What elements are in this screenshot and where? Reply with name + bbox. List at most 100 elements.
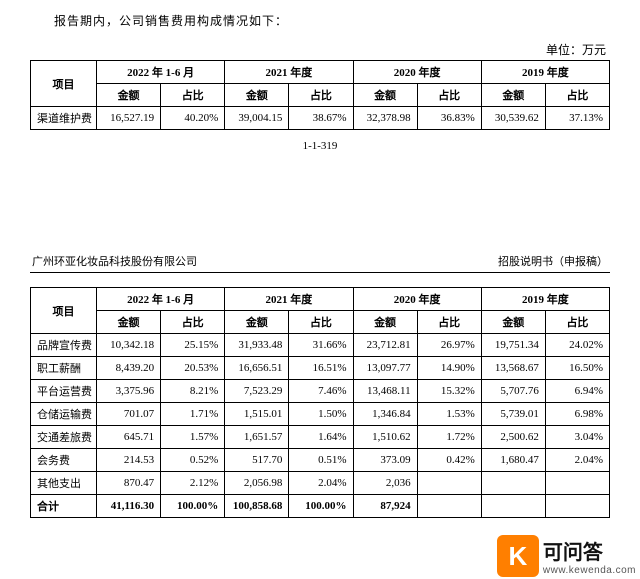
th-amount: 金额 — [225, 84, 289, 107]
table-row: 合计41,116.30100.00%100,858.68100.00%87,92… — [31, 495, 610, 518]
cell: 1.71% — [161, 403, 225, 426]
table-2: 项目 2022 年 1-6 月 2021 年度 2020 年度 2019 年度 … — [30, 287, 610, 518]
doc-header: 广州环亚化妆品科技股份有限公司 招股说明书（申报稿） — [30, 247, 610, 273]
cell: 1.57% — [161, 426, 225, 449]
cell: 2.04% — [289, 472, 353, 495]
cell: 7.46% — [289, 380, 353, 403]
cell: 1.64% — [289, 426, 353, 449]
cell: 1.50% — [289, 403, 353, 426]
th-ratio: 占比 — [417, 311, 481, 334]
watermark: K 可问答 www.kewenda.com — [493, 533, 640, 579]
cell — [481, 495, 545, 518]
unit-label: 单位：万元 — [30, 41, 606, 58]
cell: 15.32% — [417, 380, 481, 403]
th-period-2: 2020 年度 — [353, 61, 481, 84]
cell: 373.09 — [353, 449, 417, 472]
cell: 2,036 — [353, 472, 417, 495]
cell: 37.13% — [545, 107, 609, 130]
table-row: 会务费214.530.52%517.700.51%373.090.42%1,68… — [31, 449, 610, 472]
table-1-body: 渠道维护费16,527.1940.20%39,004.1538.67%32,37… — [31, 107, 610, 130]
row-label: 渠道维护费 — [31, 107, 97, 130]
cell: 40.20% — [161, 107, 225, 130]
cell: 0.52% — [161, 449, 225, 472]
cell: 19,751.34 — [481, 334, 545, 357]
cell: 31,933.48 — [225, 334, 289, 357]
cell: 1,510.62 — [353, 426, 417, 449]
th-amount: 金额 — [97, 311, 161, 334]
cell: 1,346.84 — [353, 403, 417, 426]
cell: 214.53 — [97, 449, 161, 472]
row-label: 品牌宣传费 — [31, 334, 97, 357]
cell: 517.70 — [225, 449, 289, 472]
cell: 16.50% — [545, 357, 609, 380]
cell: 38.67% — [289, 107, 353, 130]
page-bottom: 项目 2022 年 1-6 月 2021 年度 2020 年度 2019 年度 … — [0, 287, 640, 522]
th-amount: 金额 — [353, 84, 417, 107]
cell: 1,515.01 — [225, 403, 289, 426]
cell: 2,500.62 — [481, 426, 545, 449]
cell: 32,378.98 — [353, 107, 417, 130]
th-period-2: 2020 年度 — [353, 288, 481, 311]
cell: 87,924 — [353, 495, 417, 518]
row-label: 其他支出 — [31, 472, 97, 495]
cell: 100.00% — [161, 495, 225, 518]
watermark-cn: 可问答 — [543, 536, 636, 565]
cell: 16.51% — [289, 357, 353, 380]
cell: 13,568.67 — [481, 357, 545, 380]
th-period-1: 2021 年度 — [225, 288, 353, 311]
cell: 645.71 — [97, 426, 161, 449]
cell: 100.00% — [289, 495, 353, 518]
row-label: 交通差旅费 — [31, 426, 97, 449]
th-period-0: 2022 年 1-6 月 — [97, 61, 225, 84]
th-ratio: 占比 — [545, 311, 609, 334]
th-ratio: 占比 — [417, 84, 481, 107]
cell: 24.02% — [545, 334, 609, 357]
table-1: 项目 2022 年 1-6 月 2021 年度 2020 年度 2019 年度 … — [30, 60, 610, 130]
cell: 10,342.18 — [97, 334, 161, 357]
cell: 3,375.96 — [97, 380, 161, 403]
th-period-0: 2022 年 1-6 月 — [97, 288, 225, 311]
cell: 1,651.57 — [225, 426, 289, 449]
page-top: 报告期内，公司销售费用构成情况如下： 单位：万元 项目 2022 年 1-6 月… — [0, 0, 640, 167]
th-ratio: 占比 — [289, 311, 353, 334]
cell: 3.04% — [545, 426, 609, 449]
table-row: 渠道维护费16,527.1940.20%39,004.1538.67%32,37… — [31, 107, 610, 130]
table-row: 平台运营费3,375.968.21%7,523.297.46%13,468.11… — [31, 380, 610, 403]
row-label: 职工薪酬 — [31, 357, 97, 380]
cell: 7,523.29 — [225, 380, 289, 403]
cell: 1,680.47 — [481, 449, 545, 472]
th-amount: 金额 — [481, 311, 545, 334]
cell: 26.97% — [417, 334, 481, 357]
intro-text: 报告期内，公司销售费用构成情况如下： — [30, 12, 610, 29]
cell: 6.98% — [545, 403, 609, 426]
table-2-header: 项目 2022 年 1-6 月 2021 年度 2020 年度 2019 年度 … — [31, 288, 610, 334]
cell: 701.07 — [97, 403, 161, 426]
row-label: 平台运营费 — [31, 380, 97, 403]
cell: 6.94% — [545, 380, 609, 403]
cell: 16,527.19 — [97, 107, 161, 130]
th-ratio: 占比 — [161, 311, 225, 334]
cell: 25.15% — [161, 334, 225, 357]
cell: 2.12% — [161, 472, 225, 495]
cell: 2,056.98 — [225, 472, 289, 495]
th-period-3: 2019 年度 — [481, 288, 609, 311]
th-amount: 金额 — [97, 84, 161, 107]
cell: 8.21% — [161, 380, 225, 403]
doc-header-left: 广州环亚化妆品科技股份有限公司 — [32, 253, 197, 269]
watermark-logo-icon: K — [497, 535, 539, 577]
table-row: 品牌宣传费10,342.1825.15%31,933.4831.66%23,71… — [31, 334, 610, 357]
cell: 0.51% — [289, 449, 353, 472]
row-label: 会务费 — [31, 449, 97, 472]
cell: 13,097.77 — [353, 357, 417, 380]
th-amount: 金额 — [353, 311, 417, 334]
cell: 30,539.62 — [481, 107, 545, 130]
cell — [481, 472, 545, 495]
table-2-body: 品牌宣传费10,342.1825.15%31,933.4831.66%23,71… — [31, 334, 610, 518]
cell: 0.42% — [417, 449, 481, 472]
cell: 870.47 — [97, 472, 161, 495]
cell: 100,858.68 — [225, 495, 289, 518]
cell: 36.83% — [417, 107, 481, 130]
cell: 13,468.11 — [353, 380, 417, 403]
cell: 23,712.81 — [353, 334, 417, 357]
watermark-url: www.kewenda.com — [543, 565, 636, 576]
